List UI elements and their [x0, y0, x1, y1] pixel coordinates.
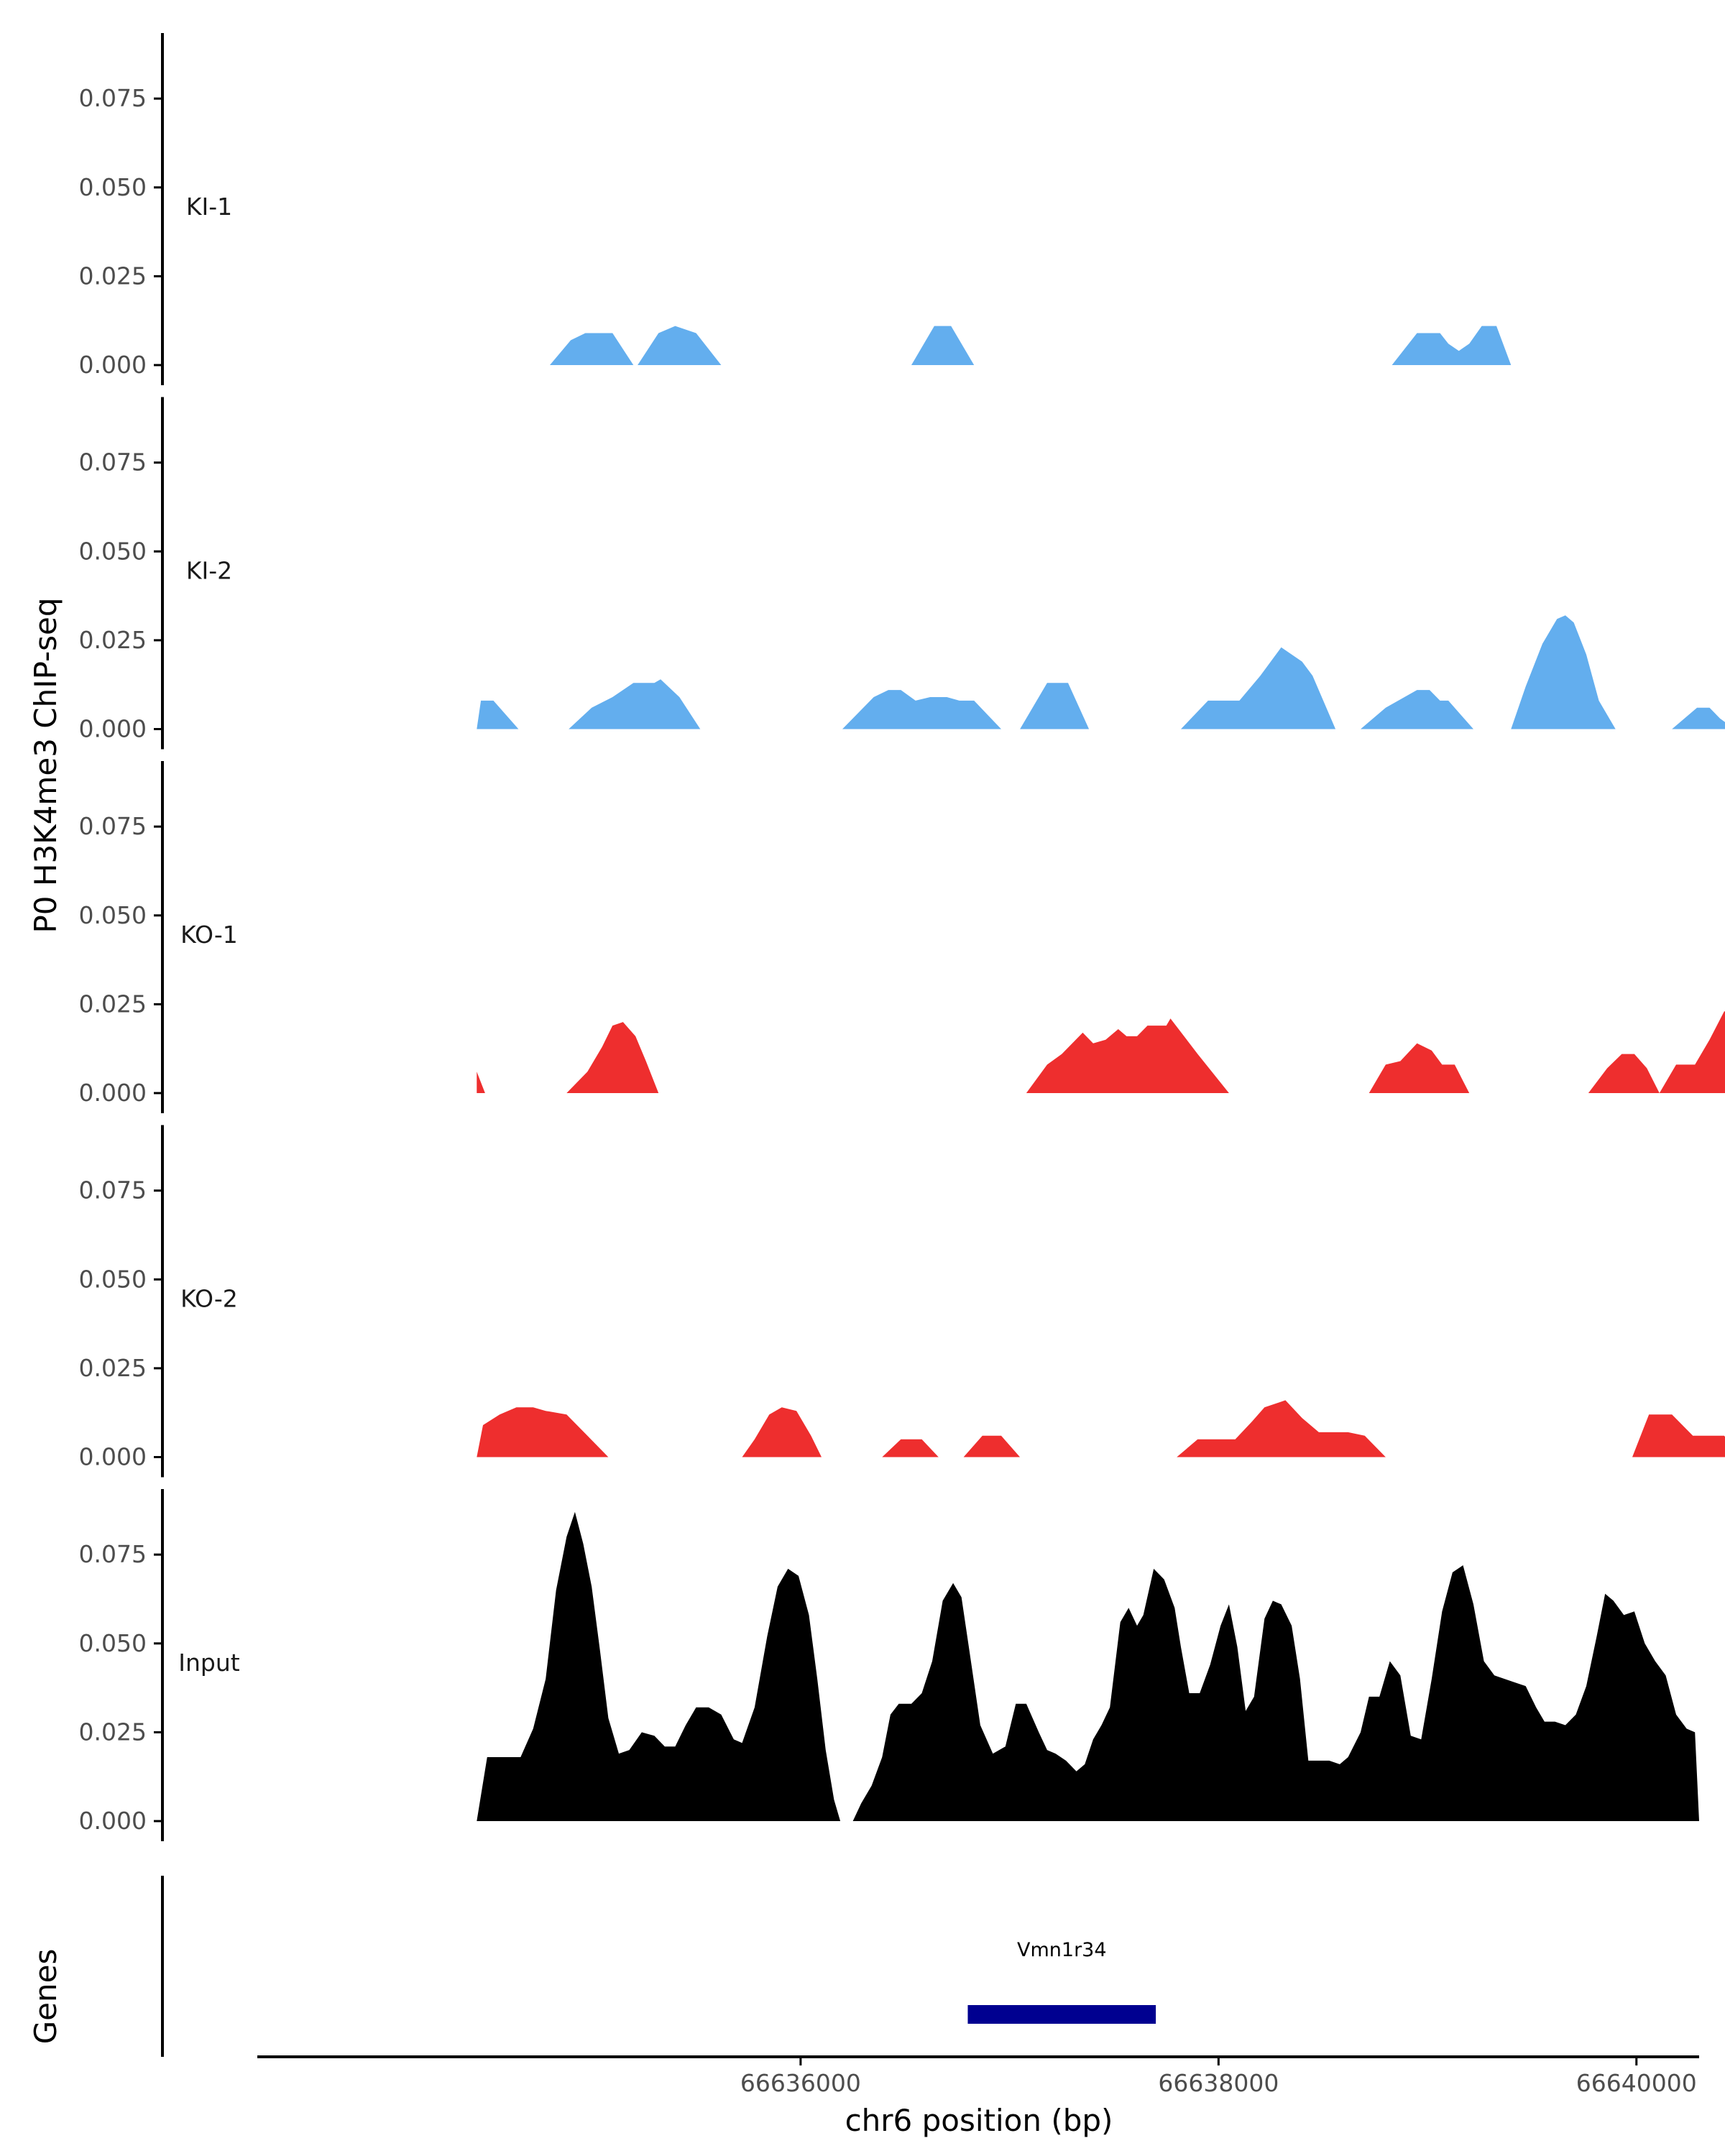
signal-area-ki-2	[477, 615, 1725, 729]
y-tick-label: 0.025	[79, 1354, 147, 1382]
track-ko-1: 0.000 0.025 0.050 0.075 KO-1	[79, 761, 1725, 1113]
track-ki-1: 0.000 0.025 0.050 0.075 KI-1	[79, 33, 1512, 385]
track-label: Input	[178, 1649, 240, 1677]
track-label: KI-2	[186, 557, 232, 585]
track-label: KO-2	[180, 1285, 238, 1313]
y-tick-label: 0.050	[79, 901, 147, 929]
y-tick-label: 0.050	[79, 173, 147, 201]
chip-seq-tracks: 0.0000.0250.0500.075KI-10.0000.0250.0500…	[79, 33, 1725, 1841]
y-tick-label: 0.000	[79, 715, 147, 743]
y-tick-label: 0.000	[79, 1807, 147, 1835]
signal-area-ko-2	[477, 1400, 1725, 1457]
x-axis-title: chr6 position (bp)	[845, 2103, 1113, 2138]
y-tick-label: 0.050	[79, 1265, 147, 1293]
y-tick-label: 0.075	[79, 84, 147, 112]
track-input: 0.000 0.025 0.050 0.075 Input	[79, 1489, 1699, 1841]
x-tick-label: 66636000	[740, 2069, 861, 2097]
y-tick-label: 0.000	[79, 351, 147, 379]
gene-body	[967, 2005, 1156, 2024]
track-label: KI-1	[186, 193, 232, 221]
genes-panel-title: Genes	[28, 1949, 63, 2045]
x-tick-label: 66638000	[1158, 2069, 1279, 2097]
y-tick-label: 0.075	[79, 448, 147, 476]
track-ki-2: 0.000 0.025 0.050 0.075 KI-2	[79, 397, 1725, 750]
signal-area-ko-1	[477, 1011, 1725, 1093]
signal-area-input	[477, 1511, 1699, 1821]
y-tick-label: 0.075	[79, 1176, 147, 1204]
y-tick-label: 0.025	[79, 626, 147, 654]
track-label: KO-1	[180, 921, 238, 949]
y-axis-title: P0 H3K4me3 ChIP-seq	[28, 597, 63, 933]
y-tick-label: 0.025	[79, 1718, 147, 1746]
y-tick-label: 0.000	[79, 1443, 147, 1471]
genes-panel: Vmn1r34	[161, 1876, 1156, 2057]
gene-label: Vmn1r34	[1017, 1939, 1107, 1961]
x-tick-label: 66640000	[1576, 2069, 1697, 2097]
y-tick-label: 0.025	[79, 990, 147, 1018]
track-ko-2: 0.000 0.025 0.050 0.075 KO-2	[79, 1125, 1725, 1478]
y-tick-label: 0.075	[79, 1540, 147, 1568]
x-axis: 66636000 66638000 66640000	[257, 2055, 1699, 2097]
y-tick-label: 0.050	[79, 537, 147, 565]
signal-area-ki-1	[550, 326, 1512, 365]
y-tick-label: 0.025	[79, 262, 147, 290]
y-tick-label: 0.075	[79, 812, 147, 840]
y-tick-label: 0.000	[79, 1079, 147, 1107]
y-tick-label: 0.050	[79, 1629, 147, 1657]
